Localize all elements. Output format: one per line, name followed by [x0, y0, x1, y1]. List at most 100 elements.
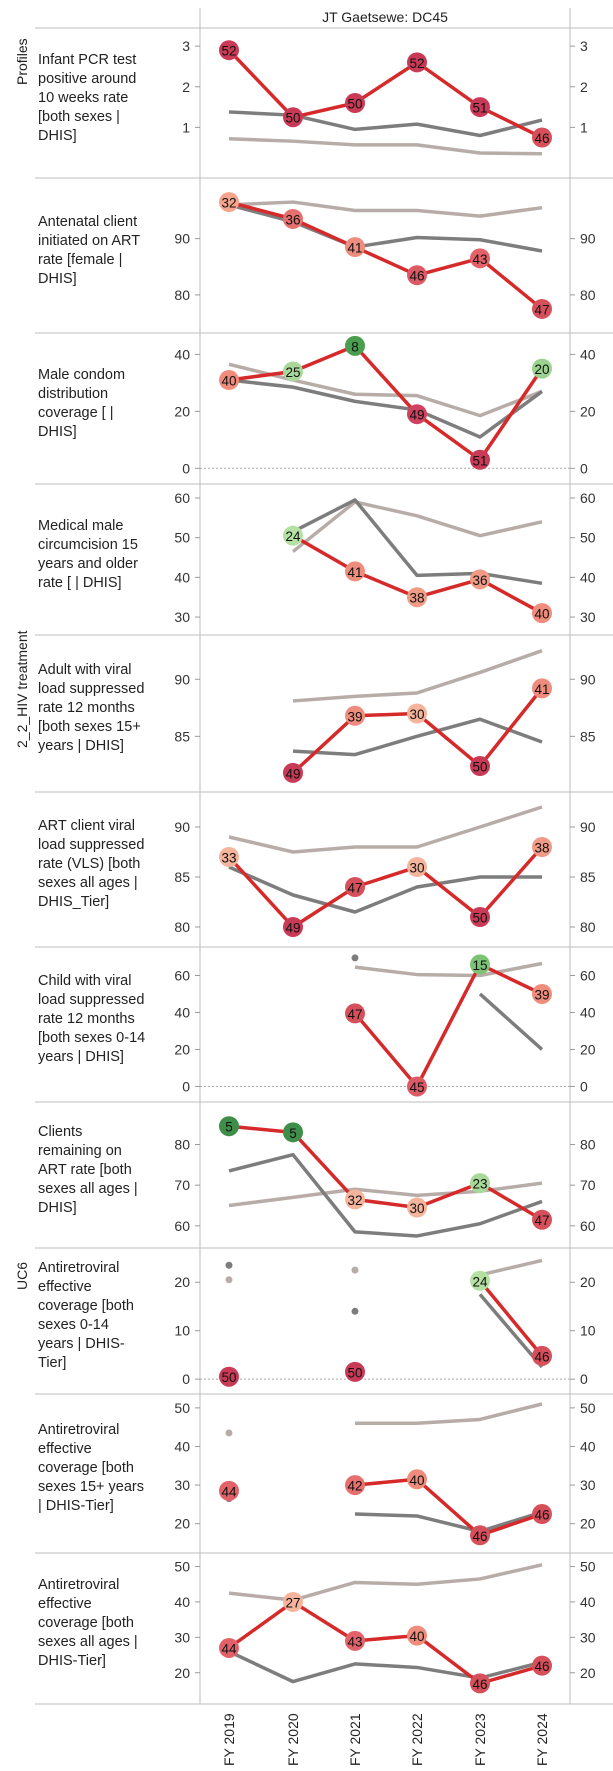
panel-2: 80 80 90 90 32 36 41 46 43 47 [35, 192, 613, 334]
data-point-marker [407, 703, 427, 724]
data-point-marker [407, 1076, 427, 1097]
data-point-label: 32 [347, 1193, 362, 1208]
data-point-label: 46 [534, 1508, 549, 1523]
data-point-marker [283, 917, 303, 937]
data-point-label: 46 [534, 131, 549, 146]
data-point-marker [345, 705, 365, 726]
data-point-label: 30 [409, 707, 424, 722]
panel-label: Infant PCR test positive around 10 weeks… [38, 52, 137, 144]
panel-11: 20 20 30 30 40 40 50 50 44 27 43 40 46 46 [35, 1559, 613, 1705]
data-point-label: 51 [472, 101, 487, 116]
left-tick-label: 40 [174, 1438, 190, 1454]
data-point-marker [532, 298, 552, 319]
panel-1: 1 1 2 2 3 3 52 50 50 52 51 46 [35, 38, 613, 179]
main-series-line [354, 1477, 543, 1538]
data-point-label: 40 [534, 607, 549, 622]
data-point-marker [283, 762, 303, 783]
data-point-label: 38 [534, 841, 549, 856]
dark-series-line [354, 1510, 543, 1534]
data-point-label: 33 [221, 851, 236, 866]
right-tick-label: 60 [580, 967, 596, 983]
data-point-label: 23 [472, 1177, 487, 1192]
dark-series-line [478, 992, 544, 1051]
right-tick-label: 80 [580, 287, 596, 303]
right-tick-label: 80 [580, 919, 596, 935]
data-point-label: 40 [221, 374, 236, 389]
data-point-label: 43 [472, 252, 487, 267]
data-point-marker [219, 1116, 239, 1137]
panel-9: 0 0 10 10 20 20 50 50 24 46 [35, 1258, 613, 1395]
panel-4: 30 30 40 40 50 50 60 60 24 41 38 36 40 [35, 490, 613, 636]
x-tick-label: FY 2023 [472, 1713, 488, 1766]
data-point-marker [219, 1480, 239, 1501]
data-point-label: 46 [409, 269, 424, 284]
data-point-marker [470, 1173, 490, 1194]
right-tick-label: 20 [580, 1516, 596, 1532]
panel-label: Antenatal client initiated on ART rate [… [38, 214, 140, 287]
left-tick-label: 0 [182, 1371, 190, 1387]
data-point-marker [532, 603, 552, 624]
data-point-label: 40 [409, 1473, 424, 1488]
x-tick-label: FY 2019 [221, 1713, 237, 1766]
data-point-label: 50 [285, 111, 300, 126]
right-tick-label: 20 [580, 1274, 596, 1290]
data-point-marker [345, 1003, 365, 1024]
main-series-line [478, 1279, 544, 1358]
data-point-marker [345, 93, 365, 113]
data-point-marker [283, 208, 303, 229]
main-series-line [228, 200, 544, 311]
data-point-marker [470, 569, 490, 590]
panel-label: Antiretroviral effective coverage [both … [38, 1422, 144, 1514]
right-tick-label: 30 [580, 1477, 596, 1493]
data-point-label: 49 [285, 921, 300, 936]
x-tick-label: FY 2020 [285, 1713, 301, 1766]
dark-series-line [228, 1649, 543, 1684]
data-point-marker [532, 1209, 552, 1230]
data-point-marker [407, 404, 427, 425]
panel-8: 60 60 70 70 80 80 5 5 32 30 23 47 [35, 1116, 613, 1249]
right-tick-label: 0 [580, 1078, 588, 1094]
right-tick-label: 0 [580, 460, 588, 476]
data-point-label: 47 [347, 1007, 362, 1022]
data-point-label: 47 [534, 302, 549, 317]
light-series-line [228, 200, 543, 218]
left-tick-label: 50 [174, 1559, 190, 1575]
main-series-line [227, 48, 543, 140]
left-tick-label: 80 [174, 919, 190, 935]
data-point-marker [219, 40, 239, 61]
panel-label: Male condom distribution coverage [ | DH… [38, 367, 126, 440]
panel-5: 85 85 90 90 49 39 30 50 41 [35, 649, 613, 793]
data-point-label: 42 [347, 1479, 362, 1494]
left-tick-label: 3 [182, 38, 190, 54]
light-series-line [479, 1258, 543, 1277]
main-series-line [228, 1124, 543, 1222]
left-tick-label: 40 [174, 1594, 190, 1610]
data-point-label: 49 [409, 408, 424, 423]
data-point-marker [407, 1625, 427, 1646]
left-tick-label: 1 [182, 119, 190, 135]
right-tick-label: 1 [580, 119, 588, 135]
left-tick-label: 0 [182, 1078, 190, 1094]
data-point-label: 5 [289, 1126, 297, 1141]
data-point-marker [532, 127, 552, 148]
dark-series-line [228, 865, 542, 914]
panel-6: 80 80 85 85 90 90 33 49 47 30 50 38 [35, 805, 613, 948]
data-point-marker [470, 907, 490, 927]
light-series-line [228, 362, 543, 418]
panel-label: Child with viral load suppressed rate 12… [38, 973, 146, 1065]
data-point-marker [470, 1525, 490, 1546]
left-tick-label: 60 [174, 967, 190, 983]
right-tick-label: 85 [580, 869, 596, 885]
data-point-label: 15 [472, 958, 487, 973]
data-point-label: 47 [347, 881, 362, 896]
data-point-label: 52 [409, 56, 424, 71]
data-point-marker [532, 358, 552, 379]
data-point-marker [345, 1189, 365, 1210]
right-tick-label: 60 [580, 490, 596, 506]
data-point-label: 38 [409, 591, 424, 606]
right-tick-label: 20 [580, 1665, 596, 1681]
data-point-label: 24 [285, 529, 301, 544]
data-point-label: 46 [534, 1659, 549, 1674]
data-point-marker [345, 1630, 365, 1651]
